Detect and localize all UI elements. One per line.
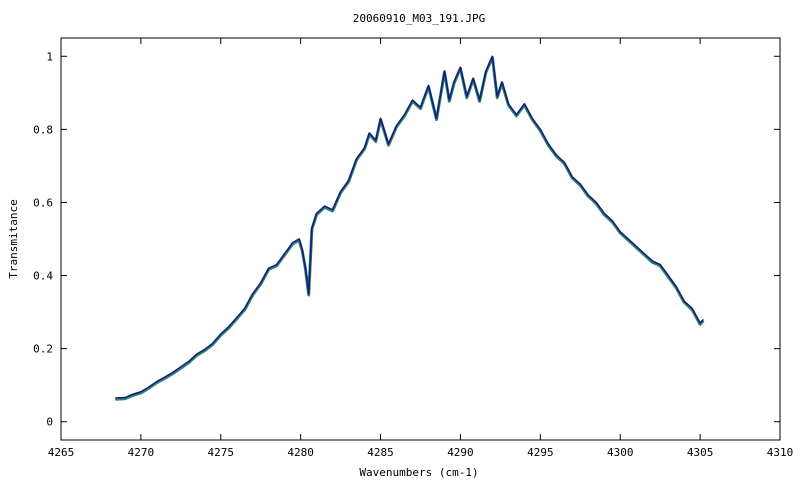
x-axis-label: Wavenumbers (cm-1) — [359, 466, 478, 479]
series-line — [115, 55, 704, 399]
plot-frame — [60, 37, 781, 441]
y-tick-label: 0.8 — [33, 123, 53, 136]
y-tick-label: 1 — [46, 50, 53, 63]
x-tick-label: 4265 — [48, 446, 75, 459]
x-tick-label: 4280 — [287, 446, 314, 459]
x-axis: 4265 4270 4275 4280 4285 4290 4295 4300 4305 4310 — [48, 38, 794, 459]
chart-title: 20060910_M03_191.JPG — [353, 12, 485, 25]
x-tick-label: 4300 — [607, 446, 634, 459]
y-axis-label: Transmitance — [7, 199, 20, 278]
x-tick-label: 4290 — [447, 446, 474, 459]
y-tick-label: 0.6 — [33, 196, 53, 209]
y-tick-label: 0.4 — [33, 270, 53, 283]
y-axis: 0 0.2 0.4 0.6 0.8 1 — [33, 50, 780, 429]
x-tick-label: 4310 — [767, 446, 794, 459]
x-tick-label: 4295 — [527, 446, 554, 459]
x-tick-label: 4285 — [367, 446, 394, 459]
x-tick-label: 4275 — [208, 446, 235, 459]
series-line-shadow — [115, 55, 705, 401]
y-tick-label: 0 — [46, 416, 53, 429]
x-tick-label: 4270 — [128, 446, 155, 459]
y-tick-label: 0.2 — [33, 343, 53, 356]
x-tick-label: 4305 — [687, 446, 714, 459]
series-layer — [115, 55, 705, 401]
